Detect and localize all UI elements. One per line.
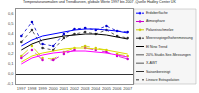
svg-text:1999: 1999	[38, 86, 48, 91]
svg-text:Lineare Extrapolation: Lineare Extrapolation	[146, 78, 179, 82]
svg-text:Atmosphare: Atmosphare	[146, 19, 165, 23]
svg-text:2006: 2006	[113, 86, 123, 91]
svg-text:2002: 2002	[70, 86, 80, 91]
svg-text:X-AWT: X-AWT	[146, 61, 158, 65]
svg-text:2003: 2003	[81, 86, 91, 91]
svg-text:Meeresspiegelhohenmessung: Meeresspiegelhohenmessung	[146, 36, 193, 40]
svg-text:Temperaturanomalien und Trendk: Temperaturanomalien und Trendkurven, glo…	[23, 0, 176, 4]
svg-text:2000: 2000	[49, 86, 59, 91]
svg-text:Saisonbereinigt: Saisonbereinigt	[146, 70, 170, 74]
svg-text:1997: 1997	[17, 86, 27, 91]
svg-text:2004: 2004	[91, 86, 101, 91]
svg-text:2001: 2001	[59, 86, 69, 91]
svg-text:Erdoberflache: Erdoberflache	[146, 11, 168, 15]
svg-text:0,0: 0,0	[8, 71, 14, 76]
svg-text:0,1: 0,1	[8, 61, 14, 66]
svg-text:2007: 2007	[123, 86, 133, 91]
svg-text:0,5: 0,5	[8, 21, 14, 26]
svg-text:0,3: 0,3	[8, 41, 14, 46]
svg-text:-0,1: -0,1	[7, 81, 15, 86]
svg-text:2005: 2005	[102, 86, 112, 91]
svg-text:0,4: 0,4	[8, 31, 14, 36]
svg-text:0,6: 0,6	[8, 11, 14, 16]
svg-text:Polareisschmelze: Polareisschmelze	[146, 28, 173, 32]
svg-text:0,2: 0,2	[8, 51, 14, 56]
svg-text:El Nino Trend: El Nino Trend	[146, 45, 167, 49]
svg-text:20%-Studie-See-Messungen: 20%-Studie-See-Messungen	[146, 53, 191, 57]
svg-text:1998: 1998	[27, 86, 37, 91]
